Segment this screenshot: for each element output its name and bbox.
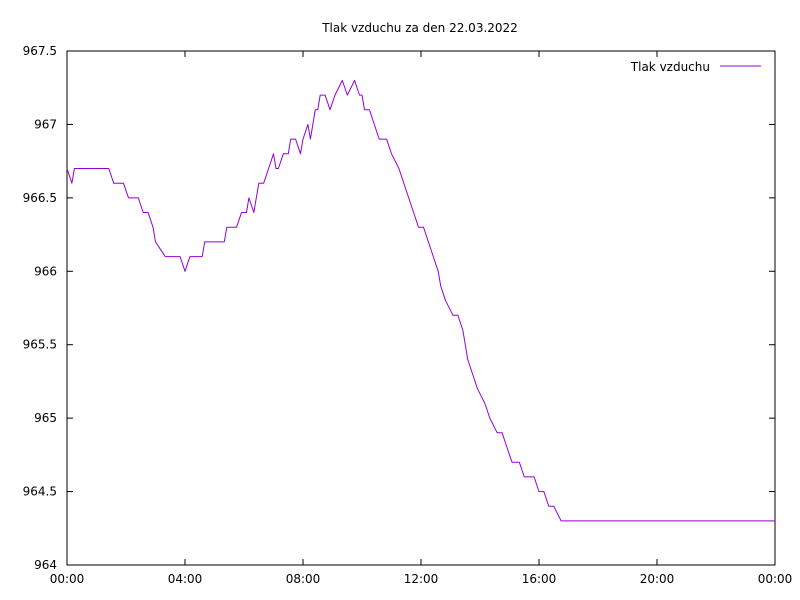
x-tick-label: 00:00: [758, 572, 793, 586]
chart-title: Tlak vzduchu za den 22.03.2022: [321, 21, 518, 35]
plot-border: [66, 50, 776, 566]
y-tick-label: 965.5: [23, 338, 57, 352]
x-tick-label: 08:00: [286, 572, 321, 586]
x-tick-label: 12:00: [404, 572, 439, 586]
y-tick-label: 965: [34, 411, 57, 425]
series-line-tlak-vzduchu: [66, 79, 775, 522]
x-tick-label: 20:00: [640, 572, 675, 586]
y-tick-label: 966: [34, 264, 57, 278]
legend-label: Tlak vzduchu: [630, 60, 710, 74]
legend: Tlak vzduchu: [630, 60, 761, 74]
x-tick-label: 04:00: [168, 572, 203, 586]
axes: [66, 50, 776, 566]
y-tick-label: 964.5: [23, 485, 57, 499]
plot-area: [66, 79, 775, 522]
y-tick-label: 967: [34, 117, 57, 131]
y-tick-label: 964: [34, 558, 57, 572]
ticks: 00:00 04:00 08:00 12:00 16:00 20:00 00:0096496…: [23, 44, 793, 586]
y-tick-label: 967.5: [23, 44, 57, 58]
y-tick-label: 966.5: [23, 191, 57, 205]
x-tick-label: 00:00: [50, 572, 85, 586]
x-tick-label: 16:00: [522, 572, 557, 586]
